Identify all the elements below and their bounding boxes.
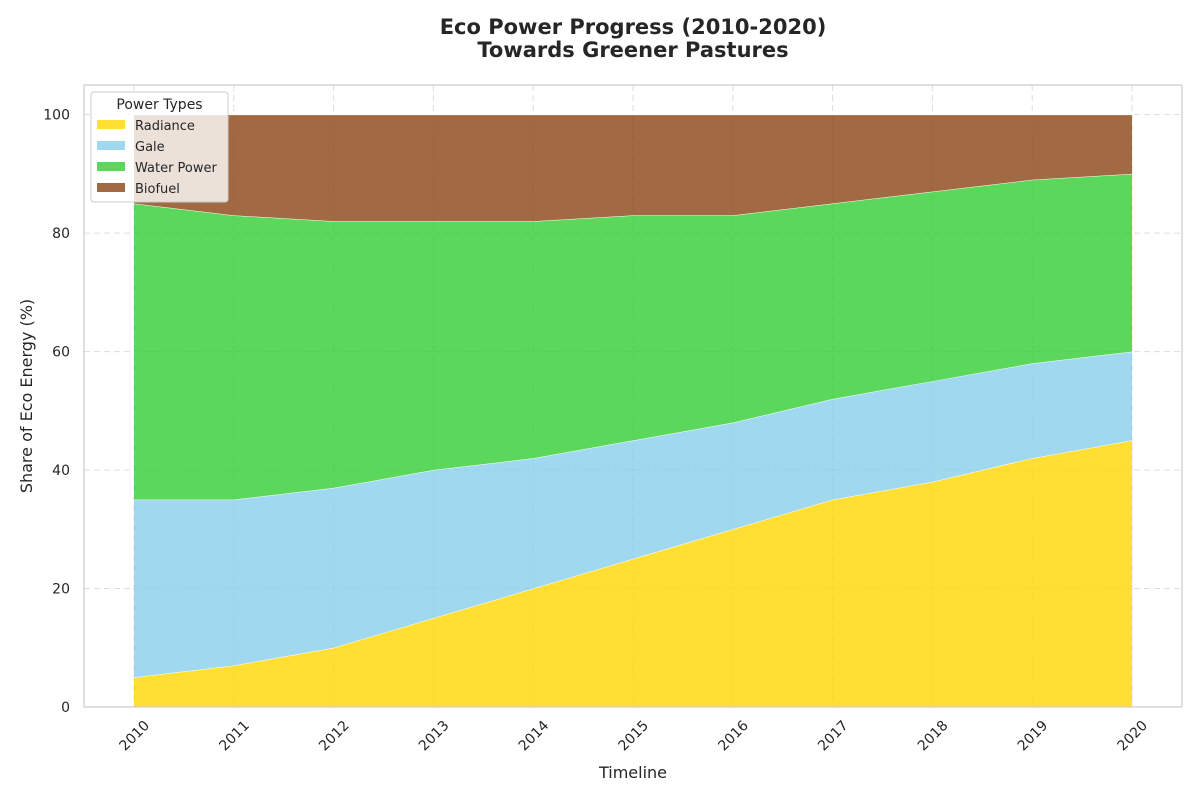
legend-swatch bbox=[97, 120, 125, 129]
y-tick-label: 40 bbox=[52, 463, 70, 479]
area-water-power bbox=[134, 173, 1132, 500]
area-biofuel bbox=[134, 114, 1132, 222]
area-edge-water-power bbox=[133, 173, 1133, 222]
legend-label: Water Power bbox=[135, 161, 218, 176]
legend-label: Biofuel bbox=[135, 182, 180, 197]
legend-box bbox=[90, 91, 229, 203]
y-tick-label: 60 bbox=[52, 345, 70, 361]
area-gale bbox=[134, 351, 1132, 678]
legend-title: Power Types bbox=[116, 97, 202, 113]
area-radiance bbox=[134, 440, 1132, 707]
x-axis-label: Timeline bbox=[598, 763, 667, 782]
legend-swatch bbox=[97, 162, 125, 171]
legend-swatch bbox=[97, 183, 125, 192]
chart-subtitle: Towards Greener Pastures bbox=[477, 38, 788, 62]
y-axis-label: Share of Eco Energy (%) bbox=[17, 299, 36, 493]
y-tick-label: 100 bbox=[43, 108, 70, 124]
plot-areas bbox=[133, 114, 1133, 707]
y-tick-label: 0 bbox=[61, 700, 70, 716]
plot-frame bbox=[83, 84, 1183, 708]
chart-title: Eco Power Progress (2010-2020) bbox=[440, 15, 827, 39]
legend: Power Types Radiance Gale Water Power Biofu… bbox=[90, 91, 229, 203]
legend-swatch bbox=[97, 141, 125, 150]
legend-items: Radiance Gale Water Power Biofuel bbox=[97, 119, 218, 197]
legend-label: Radiance bbox=[135, 119, 195, 134]
y-tick-label: 20 bbox=[52, 582, 70, 598]
y-tick-label: 80 bbox=[52, 226, 70, 242]
legend-label: Gale bbox=[135, 140, 165, 155]
